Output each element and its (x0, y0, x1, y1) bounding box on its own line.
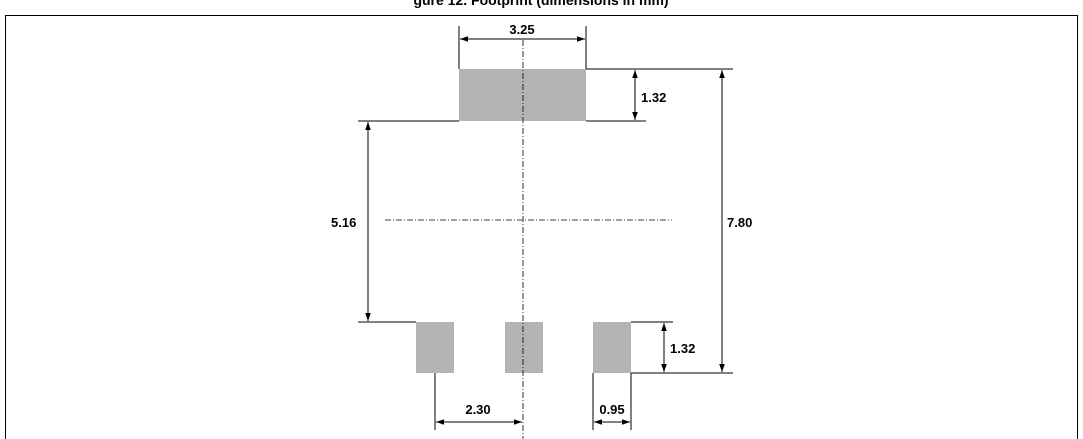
pad-spacing-dimension: 5.16 (331, 120, 459, 323)
lead-pad-right (593, 322, 631, 373)
tab-width-dimension: 3.25 (458, 22, 587, 69)
tab-height-dimension: 1.32 (586, 68, 666, 122)
lead-height-dimension: 1.32 (631, 321, 695, 374)
diagram-frame (5, 15, 1078, 439)
total-height-label: 7.80 (727, 215, 752, 230)
tab-height-label: 1.32 (641, 90, 666, 105)
figure-title: gure 12. Footprint (dimensions in mm) (413, 0, 668, 8)
tab-width-label: 3.25 (509, 22, 534, 37)
lead-width-dimension: 0.95 (592, 373, 632, 430)
tab-pad (459, 69, 586, 121)
lead-pad-center (505, 322, 543, 373)
lead-pitch-label: 2.30 (465, 402, 490, 417)
lead-width-label: 0.95 (599, 402, 624, 417)
lead-pitch-dimension: 2.30 (434, 373, 522, 430)
pad-spacing-label: 5.16 (331, 215, 356, 230)
lead-pad-left (416, 322, 454, 373)
lead-height-label: 1.32 (670, 341, 695, 356)
